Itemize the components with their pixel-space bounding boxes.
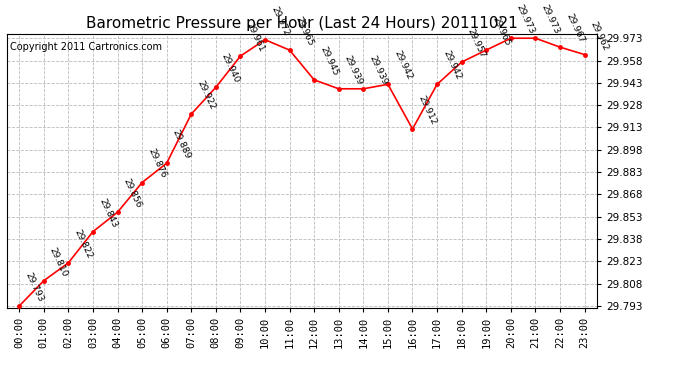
Text: 29.822: 29.822 — [72, 228, 94, 260]
Text: 29.810: 29.810 — [48, 246, 70, 278]
Text: 29.793: 29.793 — [23, 271, 45, 303]
Text: 29.957: 29.957 — [466, 27, 487, 59]
Text: 29.961: 29.961 — [244, 21, 266, 53]
Title: Barometric Pressure per Hour (Last 24 Hours) 20111021: Barometric Pressure per Hour (Last 24 Ho… — [86, 16, 518, 31]
Text: 29.940: 29.940 — [220, 52, 242, 84]
Text: 29.945: 29.945 — [318, 45, 339, 77]
Text: 29.889: 29.889 — [171, 128, 193, 160]
Text: 29.843: 29.843 — [97, 196, 119, 229]
Text: 29.942: 29.942 — [441, 50, 462, 81]
Text: 29.856: 29.856 — [121, 177, 143, 210]
Text: 29.973: 29.973 — [540, 3, 561, 35]
Text: 29.922: 29.922 — [195, 79, 217, 111]
Text: 29.942: 29.942 — [392, 50, 413, 81]
Text: 29.973: 29.973 — [515, 3, 536, 35]
Text: 29.965: 29.965 — [491, 15, 512, 47]
Text: 29.967: 29.967 — [564, 12, 586, 44]
Text: 29.939: 29.939 — [343, 54, 364, 86]
Text: 29.912: 29.912 — [417, 94, 438, 126]
Text: 29.972: 29.972 — [269, 4, 290, 37]
Text: 29.876: 29.876 — [146, 147, 168, 180]
Text: Copyright 2011 Cartronics.com: Copyright 2011 Cartronics.com — [10, 42, 162, 52]
Text: 29.939: 29.939 — [368, 54, 389, 86]
Text: 29.965: 29.965 — [294, 15, 315, 47]
Text: 29.962: 29.962 — [589, 20, 610, 52]
